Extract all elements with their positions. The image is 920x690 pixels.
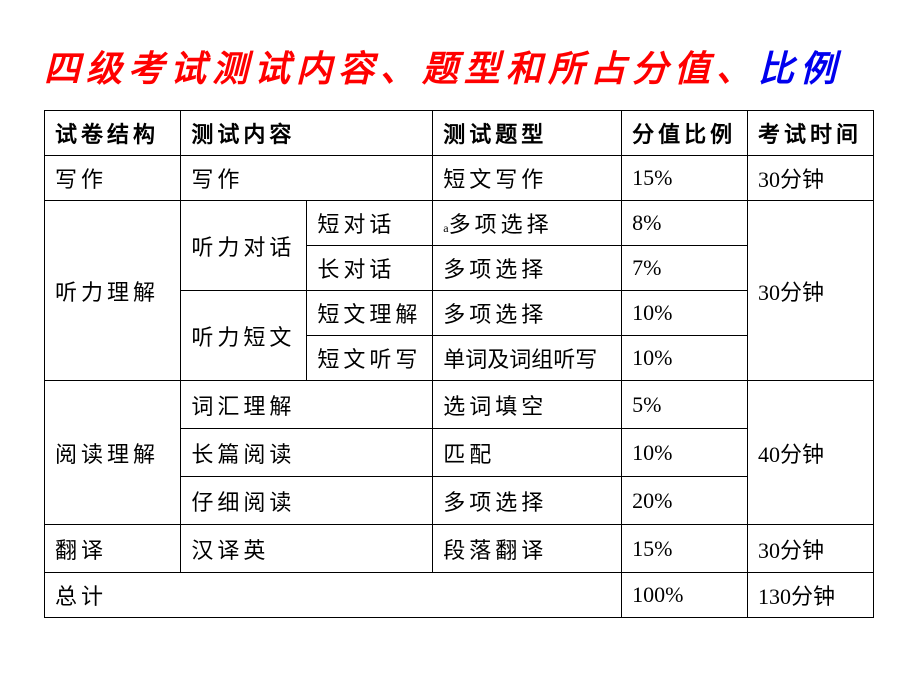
cell-qtype: a多项选择: [433, 201, 622, 246]
page-title: 四级考试测试内容、题型和所占分值、比例: [44, 40, 876, 92]
cell-ratio: 10%: [622, 429, 748, 477]
cell-qtype: 选词填空: [433, 381, 622, 429]
qtype-text: 多项选择: [449, 212, 553, 237]
cell-ratio: 10%: [622, 336, 748, 381]
cell-sub: 长对话: [307, 246, 433, 291]
cell-sub: 短文听写: [307, 336, 433, 381]
cell-section: 翻译: [45, 525, 181, 573]
row-reading-1: 阅读理解 词汇理解 选词填空 5% 40分钟: [45, 381, 874, 429]
col-time: 考试时间: [748, 111, 874, 156]
cell-content: 仔细阅读: [181, 477, 433, 525]
cell-qtype: 单词及词组听写: [433, 336, 622, 381]
cell-content: 汉译英: [181, 525, 433, 573]
cell-ratio: 8%: [622, 201, 748, 246]
col-qtype: 测试题型: [433, 111, 622, 156]
cell-content: 长篇阅读: [181, 429, 433, 477]
cell-content: 词汇理解: [181, 381, 433, 429]
page: 四级考试测试内容、题型和所占分值、比例 试卷结构 测试内容 测试题型 分值比例 …: [0, 0, 920, 618]
cell-section: 总计: [45, 573, 622, 618]
cell-ratio: 7%: [622, 246, 748, 291]
row-writing: 写作 写作 短文写作 15% 30分钟: [45, 156, 874, 201]
cell-content: 听力短文: [181, 291, 307, 381]
col-structure: 试卷结构: [45, 111, 181, 156]
cell-time: 130分钟: [748, 573, 874, 618]
row-listening-1: 听力理解 听力对话 短对话 a多项选择 8% 30分钟: [45, 201, 874, 246]
cell-ratio: 20%: [622, 477, 748, 525]
cell-qtype: 多项选择: [433, 477, 622, 525]
cell-qtype: 匹配: [433, 429, 622, 477]
title-red: 四级考试测试内容、题型和所占分值、: [44, 49, 758, 89]
cell-time: 30分钟: [748, 525, 874, 573]
col-content: 测试内容: [181, 111, 433, 156]
cell-ratio: 15%: [622, 525, 748, 573]
cell-time: 30分钟: [748, 156, 874, 201]
cell-sub: 短文理解: [307, 291, 433, 336]
cell-ratio: 100%: [622, 573, 748, 618]
cell-ratio: 15%: [622, 156, 748, 201]
cell-sub: 短对话: [307, 201, 433, 246]
cell-content: 听力对话: [181, 201, 307, 291]
row-translation: 翻译 汉译英 段落翻译 15% 30分钟: [45, 525, 874, 573]
cell-section: 阅读理解: [45, 381, 181, 525]
cell-time: 40分钟: [748, 381, 874, 525]
cell-content: 写作: [181, 156, 433, 201]
cell-qtype: 多项选择: [433, 291, 622, 336]
cell-ratio: 10%: [622, 291, 748, 336]
col-ratio: 分值比例: [622, 111, 748, 156]
cell-section: 写作: [45, 156, 181, 201]
row-total: 总计 100% 130分钟: [45, 573, 874, 618]
cell-qtype: 段落翻译: [433, 525, 622, 573]
cell-qtype: 短文写作: [433, 156, 622, 201]
exam-table: 试卷结构 测试内容 测试题型 分值比例 考试时间 写作 写作 短文写作 15% …: [44, 110, 874, 618]
cell-time: 30分钟: [748, 201, 874, 381]
cell-section: 听力理解: [45, 201, 181, 381]
title-blue: 比例: [758, 49, 842, 89]
table-header-row: 试卷结构 测试内容 测试题型 分值比例 考试时间: [45, 111, 874, 156]
cell-ratio: 5%: [622, 381, 748, 429]
cell-qtype: 多项选择: [433, 246, 622, 291]
